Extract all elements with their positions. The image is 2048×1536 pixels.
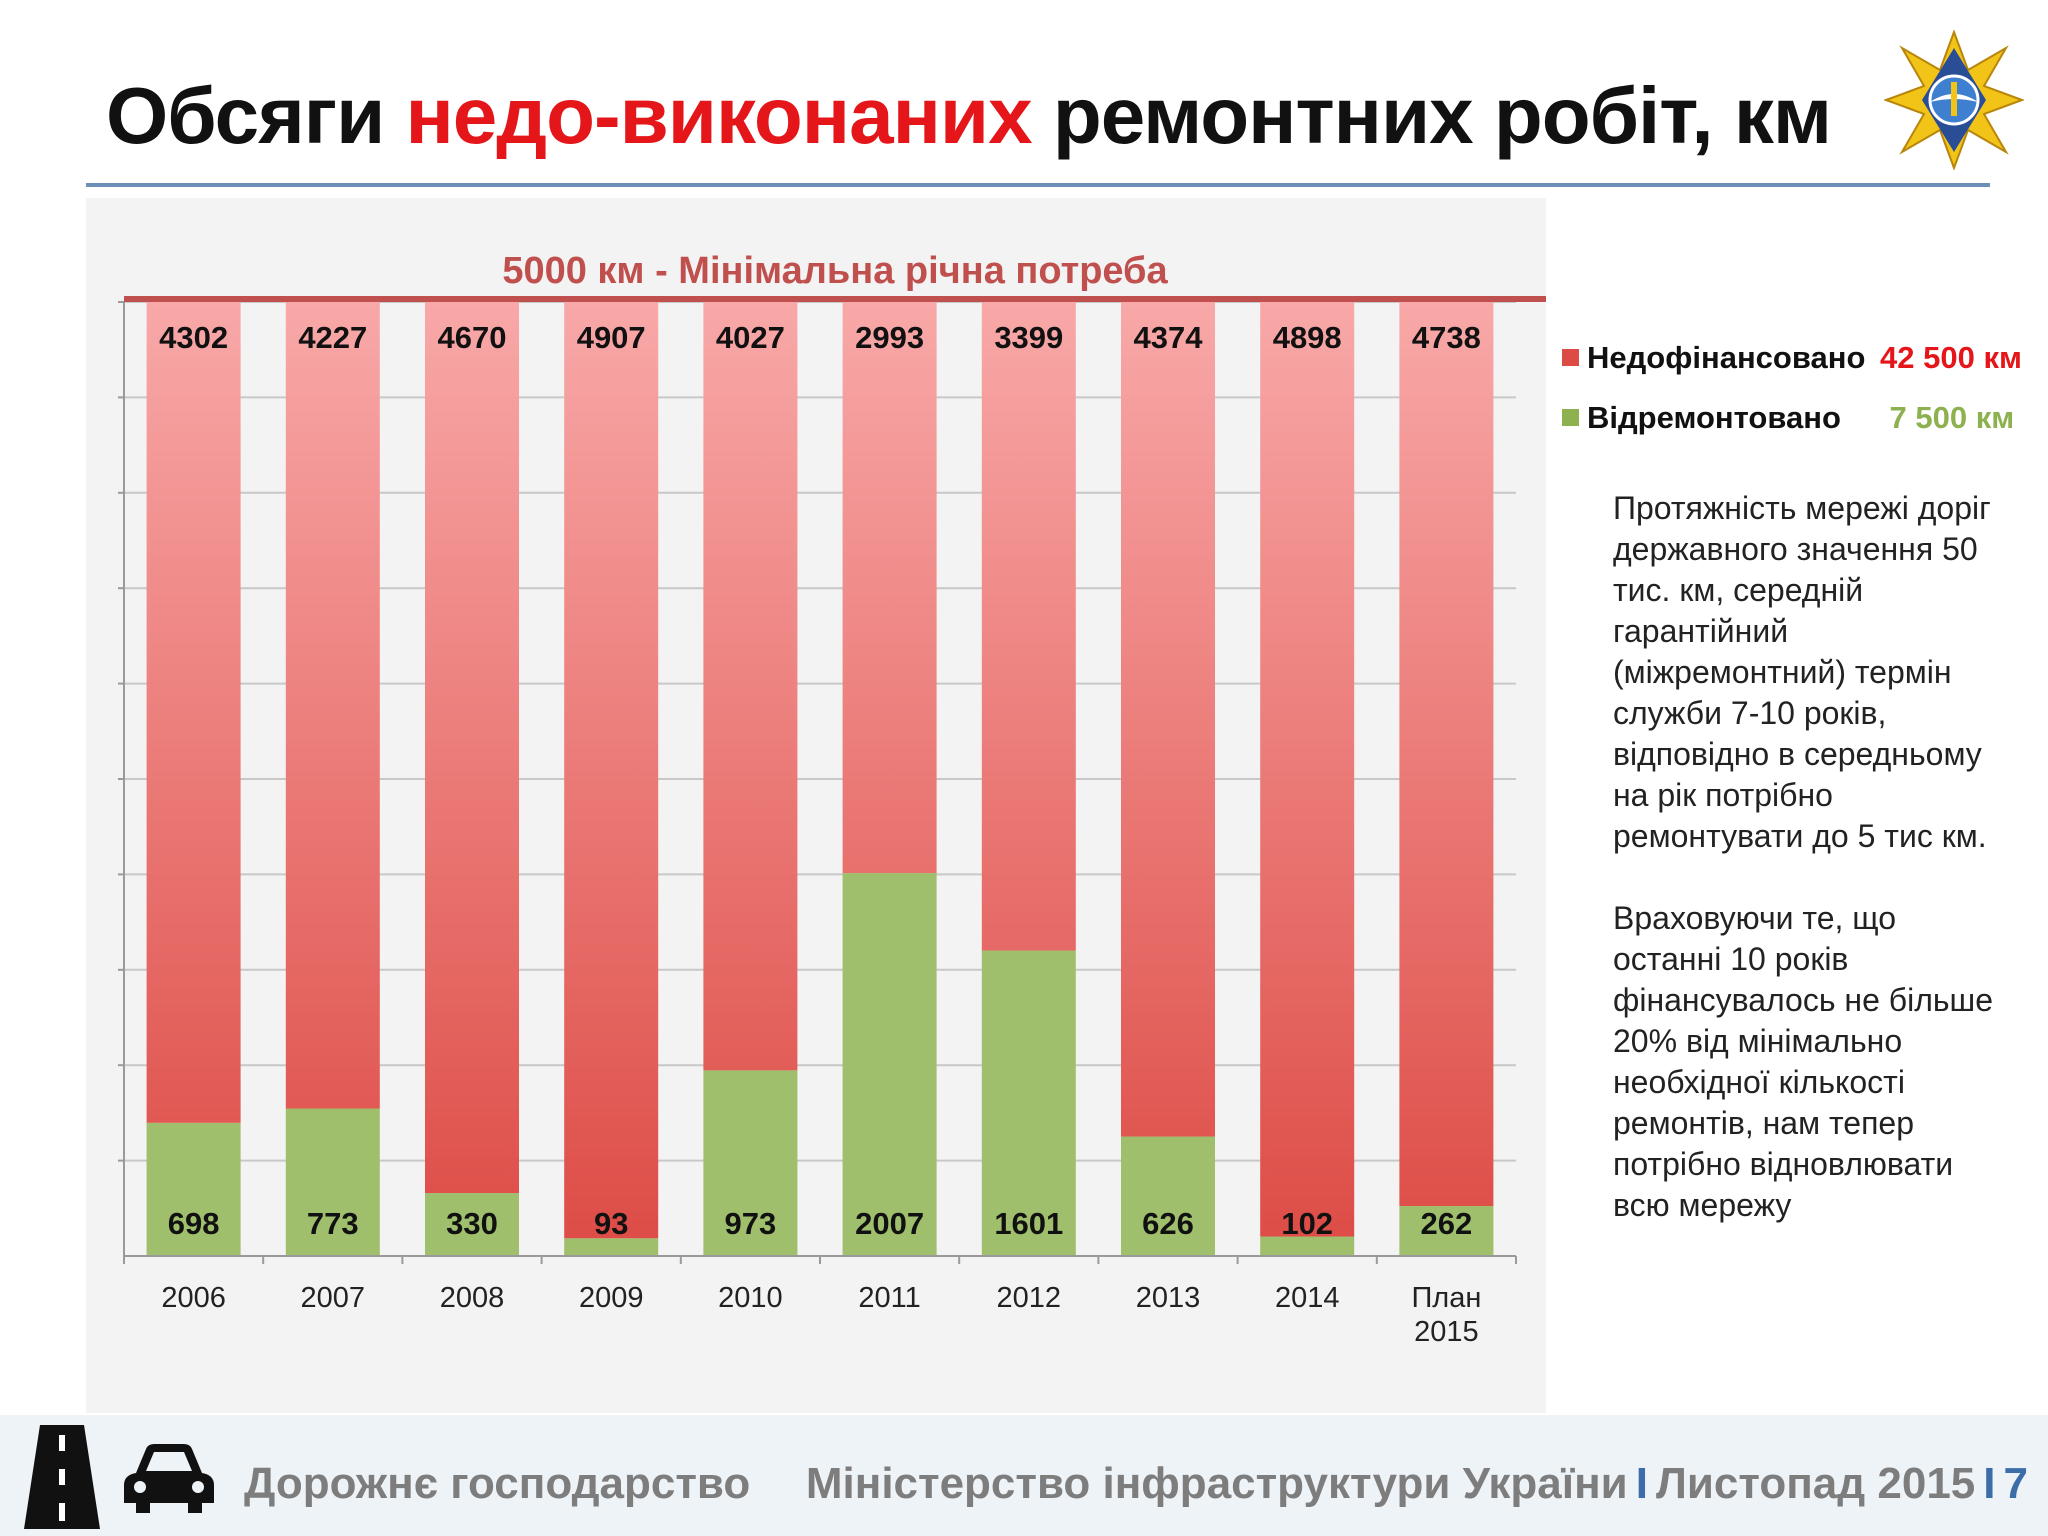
side-text-paragraph-2: Враховуючи те, що останні 10 років фінан… — [1613, 900, 1994, 1223]
car-icon — [124, 1444, 214, 1513]
data-label-underfunded: 4227 — [298, 320, 367, 355]
bar-underfunded-8 — [1260, 302, 1355, 1237]
bar-repaired-6 — [981, 950, 1076, 1256]
data-label-underfunded: 2993 — [855, 320, 924, 355]
x-tick-label: 2007 — [301, 1282, 366, 1314]
x-tick-label: 2008 — [440, 1282, 505, 1314]
bar-underfunded-7 — [1121, 302, 1215, 1137]
bar-underfunded-1 — [285, 302, 380, 1109]
x-tick-label: 2011 — [858, 1282, 920, 1314]
legend-total-repaired: 7 500 км — [1889, 400, 2015, 435]
footer-separator: I — [1635, 1459, 1648, 1508]
bar-repaired-4 — [703, 1070, 798, 1256]
side-text: Протяжність мережі доріг державного знач… — [1613, 488, 2013, 1267]
data-label-repaired: 773 — [307, 1206, 359, 1241]
data-label-underfunded: 4670 — [438, 320, 507, 355]
title-highlight: недо-виконаних — [405, 71, 1032, 160]
footer-department: Дорожнє господарство — [244, 1459, 751, 1508]
legend-label-underfunded: Недофінансовано — [1587, 340, 1866, 375]
bar-underfunded-6 — [981, 302, 1076, 951]
data-label-underfunded: 4738 — [1412, 320, 1481, 355]
page-title: Обсяги недо-виконаних ремонтних робіт, к… — [106, 70, 1832, 162]
bar-repaired-5 — [842, 873, 937, 1256]
data-label-repaired: 330 — [446, 1206, 498, 1241]
bar-chart: 5000 км - Мінімальна річна потреба 4302 6… — [118, 250, 1546, 1348]
title-rule — [86, 183, 1990, 187]
bar-underfunded-4 — [703, 302, 798, 1071]
road-icon — [24, 1425, 100, 1529]
data-label-underfunded: 4907 — [577, 320, 646, 355]
data-label-underfunded: 3399 — [994, 320, 1063, 355]
data-label-repaired: 93 — [594, 1206, 628, 1241]
footer-date: Листопад 2015 — [1655, 1459, 1976, 1508]
bar-repaired-3 — [564, 1238, 659, 1256]
bar-underfunded-0 — [146, 302, 241, 1123]
legend-swatch-underfunded — [1562, 349, 1579, 366]
x-tick-label: 2013 — [1136, 1282, 1201, 1314]
data-label-repaired: 102 — [1281, 1206, 1333, 1241]
data-label-repaired: 698 — [168, 1206, 220, 1241]
x-tick-label: 2006 — [161, 1282, 226, 1314]
footer-ministry-info: Міністерство інфраструктури України I Лист… — [806, 1459, 2028, 1509]
data-label-underfunded: 4898 — [1273, 320, 1342, 355]
footer-ministry: Міністерство інфраструктури України — [805, 1459, 1628, 1508]
side-text-paragraph-1: Протяжність мережі доріг державного знач… — [1613, 490, 1991, 854]
data-label-repaired: 2007 — [855, 1206, 924, 1241]
legend: Недофінансовано 42 500 км Відремонтовано… — [1546, 320, 2022, 450]
title-part3: ремонтних робіт, км — [1031, 71, 1832, 160]
data-label-repaired: 262 — [1421, 1206, 1473, 1241]
data-label-underfunded: 4302 — [159, 320, 228, 355]
emblem-icon — [1884, 30, 2024, 170]
x-tick-label: 2010 — [718, 1282, 783, 1314]
bar-underfunded-9 — [1399, 302, 1494, 1207]
bar-underfunded-3 — [564, 302, 659, 1239]
bar-repaired-0 — [146, 1122, 241, 1256]
legend-total-underfunded: 42 500 км — [1880, 340, 2022, 375]
bar-underfunded-2 — [425, 302, 519, 1194]
data-label-underfunded: 4374 — [1134, 320, 1204, 355]
legend-item-repaired: Відремонтовано 7 500 км — [1562, 400, 2014, 436]
footer-separator: I — [1983, 1459, 1996, 1508]
data-label-repaired: 973 — [725, 1206, 777, 1241]
data-label-repaired: 626 — [1142, 1206, 1194, 1241]
legend-swatch-repaired — [1562, 409, 1579, 426]
bar-underfunded-5 — [842, 302, 937, 874]
x-tick-label: 2009 — [579, 1282, 644, 1314]
bar-repaired-9 — [1399, 1206, 1494, 1256]
legend-label-repaired: Відремонтовано — [1587, 400, 1841, 435]
bar-repaired-7 — [1121, 1136, 1215, 1256]
x-tick-label: 2012 — [997, 1282, 1062, 1314]
footer: Дорожнє господарство Міністерство інфрас… — [0, 1415, 2048, 1536]
legend-item-underfunded: Недофінансовано 42 500 км — [1562, 340, 2022, 376]
page-number: 7 — [2003, 1459, 2028, 1508]
title-part1: Обсяги — [106, 71, 406, 160]
annotation-need-label: 5000 км - Мінімальна річна потреба — [502, 250, 1168, 292]
x-tick-label: 2014 — [1275, 1282, 1340, 1314]
data-label-repaired: 1601 — [994, 1206, 1063, 1241]
data-label-underfunded: 4027 — [716, 320, 785, 355]
bar-repaired-2 — [425, 1193, 519, 1256]
x-tick-label: План 2015 — [1411, 1282, 1481, 1348]
bar-repaired-8 — [1260, 1236, 1355, 1256]
bar-repaired-1 — [285, 1108, 380, 1256]
